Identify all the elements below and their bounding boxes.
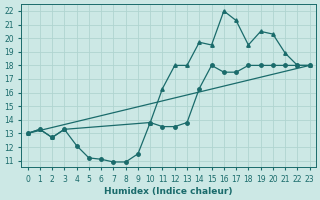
X-axis label: Humidex (Indice chaleur): Humidex (Indice chaleur) — [104, 187, 233, 196]
